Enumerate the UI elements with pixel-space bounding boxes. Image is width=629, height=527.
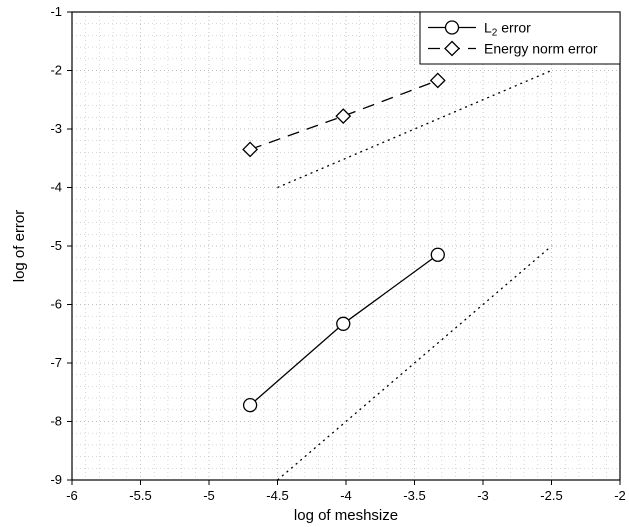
legend-label-energy: Energy norm error (484, 41, 598, 57)
error-convergence-chart: -6 -5.5 -5 -4.5 -4 -3.5 -3 -2.5 -2 -9 -8 -7 -6 -5 -4 -3… (0, 0, 629, 527)
y-axis-label: log of error (11, 210, 28, 283)
y-tick-label: -7 (50, 355, 62, 370)
y-tick-label: -6 (50, 297, 62, 312)
y-tick-label: -2 (50, 63, 62, 78)
x-tick-label: -5.5 (129, 488, 151, 503)
y-tick-label: -9 (50, 472, 62, 487)
x-tick-label: -4 (340, 488, 352, 503)
x-tick-label: -2.5 (540, 488, 562, 503)
y-tick-label: -4 (50, 180, 62, 195)
chart-svg: -6 -5.5 -5 -4.5 -4 -3.5 -3 -2.5 -2 -9 -8 -7 -6 -5 -4 -3… (0, 0, 629, 527)
x-tick-label: -3.5 (403, 488, 425, 503)
y-tick-label: -3 (50, 121, 62, 136)
y-tick-label: -5 (50, 238, 62, 253)
x-tick-label: -6 (66, 488, 78, 503)
y-tick-label: -8 (50, 414, 62, 429)
x-tick-label: -4.5 (266, 488, 288, 503)
x-tick-label: -5 (203, 488, 215, 503)
legend: L2 errorEnergy norm error (420, 12, 620, 64)
x-tick-label: -3 (477, 488, 489, 503)
y-tick-label: -1 (50, 4, 62, 19)
x-axis-label: log of meshsize (294, 507, 398, 524)
x-tick-label: -2 (614, 488, 626, 503)
